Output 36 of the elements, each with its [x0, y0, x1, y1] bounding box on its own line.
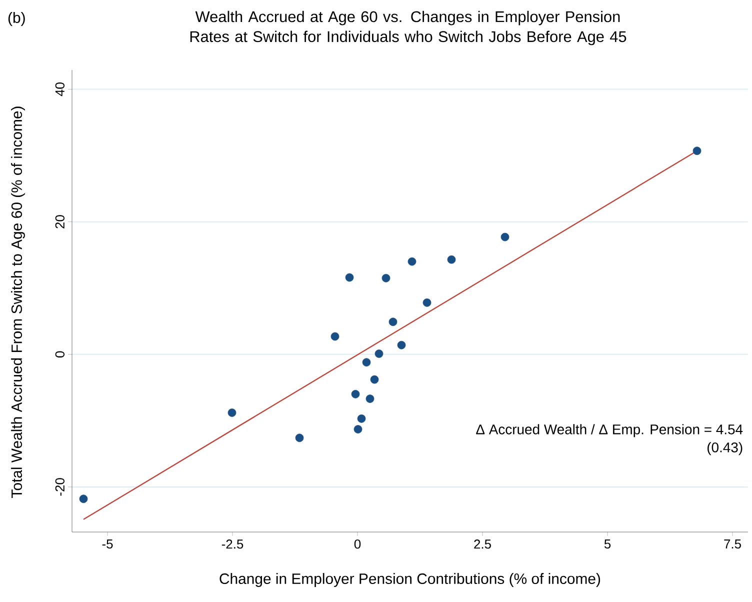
point: [397, 340, 406, 350]
annotation: Δ Accrued Wealth / Δ Emp. Pension = 4.54: [476, 424, 743, 438]
point: [330, 332, 340, 341]
point: [447, 255, 456, 264]
x-tick-label: 7.5: [724, 540, 741, 549]
point: [370, 375, 379, 384]
y-tick-label: 40: [55, 82, 64, 96]
point: [500, 232, 510, 242]
y-tick-label: 0: [55, 351, 64, 358]
annotation: (0.43): [708, 442, 742, 456]
point: [79, 494, 88, 504]
x-tick-label: -5: [102, 540, 113, 549]
point: [351, 390, 360, 398]
point: [366, 394, 374, 403]
y-axis-title: Total Wealth Accrued From Switch to Age 60 (% of income): [11, 106, 25, 498]
point: [692, 146, 702, 156]
point: [408, 257, 416, 266]
text: (b): [8, 12, 25, 26]
y-tick-label: -20: [55, 478, 64, 496]
point: [382, 274, 390, 282]
point: [295, 434, 304, 442]
x-tick-label: 0: [354, 540, 361, 549]
y-tick-label: 20: [55, 215, 64, 228]
point: [228, 408, 236, 417]
point: [362, 358, 371, 366]
x-tick-label: -2.5: [222, 540, 244, 549]
point: [357, 414, 366, 423]
point: [374, 350, 384, 358]
x-tick-label: 2.5: [474, 540, 491, 549]
x-tick-label: 5: [604, 540, 611, 549]
point: [422, 298, 432, 307]
point: [354, 425, 362, 434]
chart-title: Wealth Accrued at Age 60 vs. Changes in Employer Pension Rates at Switch for Individuals who Switch Jobs Before Age 45: [190, 10, 626, 46]
x-axis-title: Change in Employer Pension Contributions (% of income): [220, 573, 600, 587]
point: [345, 273, 354, 282]
point: [388, 318, 398, 326]
